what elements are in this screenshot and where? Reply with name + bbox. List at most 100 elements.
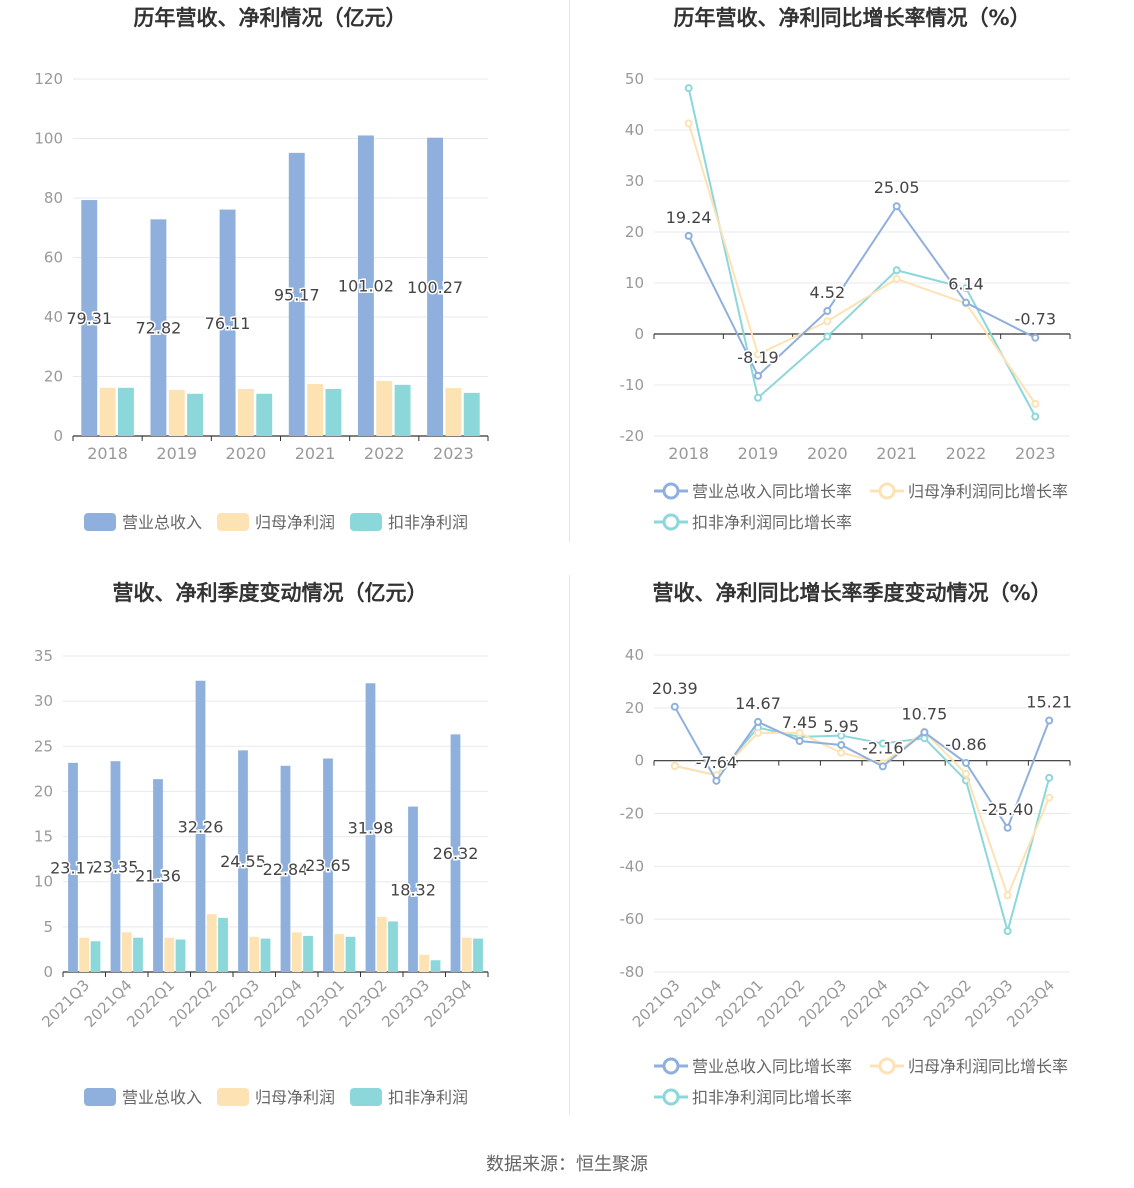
chart-title: 营收、净利季度变动情况（亿元） [113,581,428,605]
chart0-bar-label-4: 101.02 [338,277,394,296]
chart1-legend-swatch-marker-2 [662,513,680,531]
chart0-legend-label-1: 归母净利润 [255,513,335,532]
x-tick-label: 2018 [87,444,128,463]
chart2-bar-label-3: 32.26 [178,817,224,836]
chart3-point-s0-1 [712,776,721,785]
chart3-point-label-9: 15.21 [1026,692,1072,711]
chart3-point-s2-9 [1045,773,1054,782]
chart-title: 历年营收、净利同比增长率情况（%） [673,6,1030,30]
chart3-point-s0-2 [754,717,762,726]
chart3-point-s0-3 [795,736,804,745]
y-tick-label: -60 [620,910,645,928]
chart2-bar-s2-4 [260,938,271,972]
y-tick-label: 30 [625,172,644,190]
y-tick-label: 120 [34,70,63,88]
chart1-point-s0-3 [892,202,901,211]
chart3-point-s0-4 [837,740,846,749]
chart3-series-line-0 [673,706,1051,830]
chart3-point-s1-0 [670,761,679,770]
chart3-point-s0-9 [1045,716,1054,725]
chart2-bar-label-5: 22.84 [263,860,309,879]
chart3-point-s1-3 [795,728,804,737]
chart-quarterly-revenue-profit: 营收、净利季度变动情况（亿元）051015202530352021Q32021Q… [34,581,489,1107]
chart0-bar-s2-4 [394,384,411,436]
chart2-bar-s1-2 [164,937,175,972]
chart0-bar-s2-3 [325,388,342,436]
chart2-bar-s1-6 [334,934,345,972]
chart1-point-s0-2 [823,306,832,315]
y-tick-label: 20 [625,699,644,717]
chart2-bar-s0-4 [238,750,248,972]
chart0-bar-s0-0 [81,200,98,436]
chart3-point-s1-2 [754,728,762,737]
chart0-bar-s0-3 [288,152,305,436]
chart3-point-s0-7 [962,758,970,767]
y-tick-label: 15 [34,828,53,846]
chart2-bar-label-4: 24.55 [220,852,266,871]
chart2-bar-label-8: 18.32 [390,880,436,899]
chart0-bar-s0-5 [427,137,444,436]
chart0-bar-s0-2 [219,209,236,436]
chart1-point-s2-0 [684,84,693,93]
chart1-point-s1-0 [684,119,693,128]
chart3-point-s0-8 [1003,823,1012,832]
chart3-point-label-8: -25.40 [982,800,1034,819]
chart3-legend-label-0: 营业总收入同比增长率 [692,1057,852,1076]
chart2-bar-s1-1 [121,932,132,972]
chart2-bar-s2-3 [218,917,228,972]
chart-title: 历年营收、净利情况（亿元） [134,6,407,30]
x-tick-label: 2018 [668,444,709,463]
y-tick-label: 40 [625,646,644,664]
chart0-legend-label-0: 营业总收入 [122,513,202,532]
y-tick-label: 10 [34,873,53,891]
chart0-bar-s2-2 [256,393,273,436]
chart1-point-s0-5 [1031,333,1040,342]
chart3-point-label-4: 5.95 [823,717,859,736]
chart2-bar-s2-6 [345,936,356,972]
chart0-bar-s2-0 [117,387,134,436]
y-tick-label: 0 [634,325,644,343]
y-tick-label: 40 [44,308,63,326]
chart2-bar-s2-1 [133,937,143,972]
chart1-point-label-2: 4.52 [810,283,846,302]
chart1-point-s1-3 [892,274,901,283]
chart-quarterly-growth: 营收、净利同比增长率季度变动情况（%）-80-60-40-20020402021… [620,581,1074,1107]
chart2-bar-label-7: 31.98 [348,819,394,838]
chart0-bar-s0-4 [357,135,374,436]
chart3-point-s1-4 [837,748,846,757]
chart0-bar-label-3: 95.17 [274,285,320,304]
chart1-series-line-0 [687,204,1036,378]
chart1-point-s0-4 [962,298,970,307]
chart2-legend-label-2: 扣非净利润 [388,1088,468,1107]
y-tick-label: 35 [34,647,53,665]
y-tick-label: 80 [44,189,63,207]
chart1-point-s0-1 [754,371,762,380]
chart1-point-s2-4 [962,284,970,293]
y-tick-label: 0 [53,427,63,445]
chart2-bar-s0-0 [68,762,78,972]
chart0-bar-s1-3 [307,383,324,436]
y-tick-label: -20 [620,805,645,823]
chart3-legend-swatch-marker-2 [662,1088,680,1106]
x-tick-label: 2023 [1015,444,1056,463]
chart3-legend-swatch-marker-1 [878,1057,896,1075]
chart2-bar-s2-7 [388,921,398,972]
chart2-bar-s1-5 [291,932,302,972]
chart3-point-s2-4 [837,731,846,740]
y-tick-label: 0 [634,752,644,770]
y-tick-label: 5 [43,918,53,936]
chart1-point-label-5: -0.73 [1015,310,1056,329]
chart1-point-s1-2 [823,317,832,326]
chart1-legend-swatch-marker-0 [662,482,680,500]
chart3-point-s2-8 [1003,927,1012,936]
y-tick-label: 50 [625,70,644,88]
chart0-legend-label-2: 扣非净利润 [388,513,468,532]
chart0-bar-s1-0 [99,387,116,436]
chart2-bar-s1-9 [461,937,472,972]
chart0-bar-s0-1 [150,219,167,436]
chart2-bar-label-1: 23.35 [93,858,139,877]
chart0-bar-label-1: 72.82 [136,319,182,338]
panel-annual-revenue: 历年营收、净利情况（亿元） 0 20 40 60 80 100 120 2018 2019 2020… [0,0,565,548]
chart3-series-line-1 [674,730,1051,899]
chart3-legend-swatch-marker-0 [662,1057,680,1075]
